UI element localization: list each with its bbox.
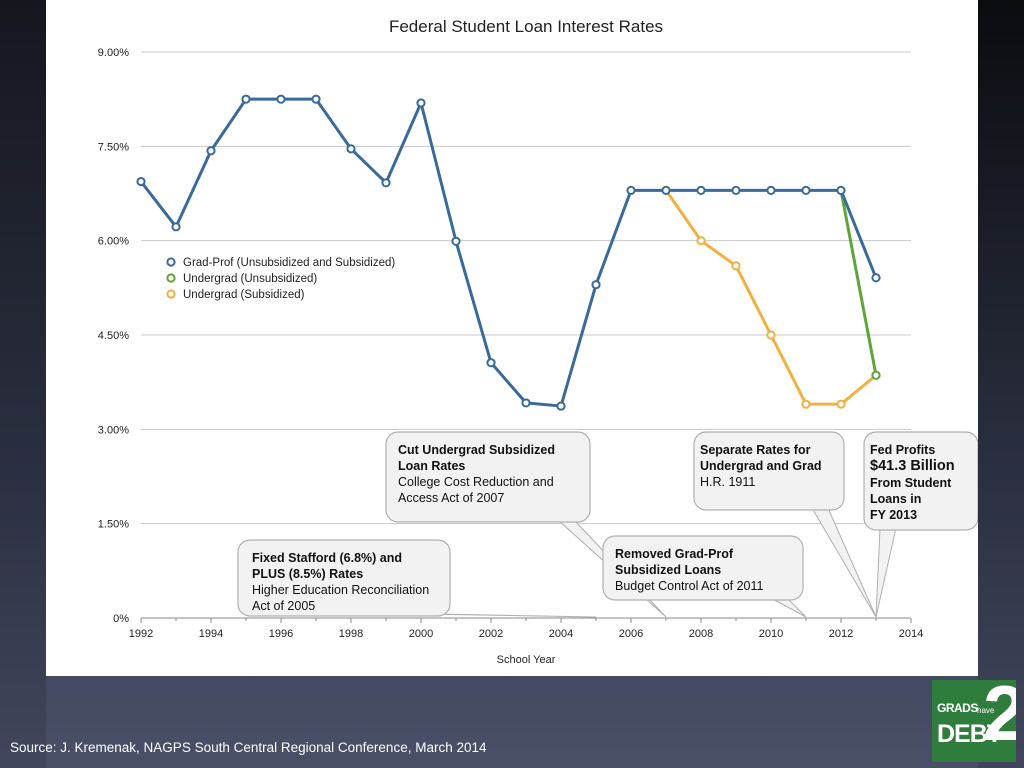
data-point bbox=[486, 358, 496, 368]
callout-text: Removed Grad-Prof bbox=[615, 547, 734, 561]
callout-text: Higher Education Reconciliation bbox=[252, 583, 429, 597]
y-tick-label: 1.50% bbox=[98, 519, 129, 531]
series-line bbox=[839, 190, 878, 376]
logo-debt-text: DEBT bbox=[937, 720, 1002, 748]
callout-box bbox=[863, 431, 978, 531]
source-note: Source: J. Kremenak, NAGPS South Central… bbox=[10, 740, 487, 755]
y-tick-label: 4.50% bbox=[98, 330, 129, 342]
callout-text: From Student bbox=[870, 476, 952, 490]
x-tick-label: 2006 bbox=[619, 628, 643, 640]
data-point bbox=[276, 94, 286, 104]
callout-text: Act of 2005 bbox=[252, 599, 315, 613]
data-point bbox=[241, 94, 251, 104]
series-lines bbox=[136, 94, 881, 411]
y-tick-label: 0% bbox=[113, 613, 129, 625]
data-point bbox=[416, 98, 426, 108]
callout-text: H.R. 1911 bbox=[700, 475, 755, 489]
x-tick-label: 2014 bbox=[899, 628, 923, 640]
legend-marker bbox=[166, 257, 176, 267]
data-point bbox=[591, 280, 601, 290]
data-point bbox=[731, 261, 741, 271]
callout-box bbox=[385, 431, 591, 523]
callout-text: PLUS (8.5%) Rates bbox=[252, 567, 363, 581]
callout-box bbox=[693, 431, 845, 511]
logo-two-text: 2 bbox=[983, 680, 1016, 757]
slide-background-left bbox=[0, 0, 46, 768]
x-tick-label: 1994 bbox=[199, 628, 223, 640]
line-chart: Federal Student Loan Interest Rates 0% 1.… bbox=[98, 17, 978, 666]
data-point bbox=[766, 330, 776, 340]
x-tick-label: 1998 bbox=[339, 628, 363, 640]
callout-text: Budget Control Act of 2011 bbox=[615, 579, 764, 593]
data-point bbox=[136, 176, 146, 187]
callout-text: Fed Profits bbox=[870, 443, 935, 457]
legend-label: Grad-Prof (Unsubsidized and Subsidized) bbox=[183, 257, 395, 269]
callout-text: College Cost Reduction and bbox=[398, 475, 554, 489]
y-tick-label: 6.00% bbox=[98, 236, 129, 248]
slide-background-right bbox=[978, 0, 1024, 768]
legend-marker bbox=[166, 289, 176, 299]
y-tick-label: 3.00% bbox=[98, 424, 129, 436]
x-tick-label: 2000 bbox=[409, 628, 433, 640]
callout-box bbox=[602, 535, 804, 601]
data-point bbox=[171, 222, 181, 232]
data-point bbox=[556, 401, 566, 411]
x-tick-label: 2008 bbox=[689, 628, 713, 640]
callout-text: Subsidized Loans bbox=[615, 563, 721, 577]
y-tick-label: 9.00% bbox=[98, 47, 129, 59]
data-point bbox=[801, 185, 811, 195]
callout-text: FY 2013 bbox=[870, 508, 917, 522]
series-line bbox=[139, 97, 878, 408]
legend-label: Undergrad (Unsubsidized) bbox=[183, 273, 317, 285]
chart-panel: Federal Student Loan Interest Rates 0% 1.… bbox=[46, 0, 978, 676]
callout-text: Separate Rates for bbox=[700, 443, 811, 457]
axes: 0% 1.50% 3.00% 4.50% 6.00% 7.50% 9.00% 1992 1994… bbox=[98, 47, 923, 640]
logo-have-text: have bbox=[977, 706, 995, 715]
x-tick-label: 2012 bbox=[829, 628, 853, 640]
callout-pointer bbox=[875, 527, 897, 618]
x-tick-label: 1996 bbox=[269, 628, 293, 640]
callout-text: Loans in bbox=[870, 492, 921, 506]
callout-text: Access Act of 2007 bbox=[398, 491, 504, 505]
data-point bbox=[381, 178, 391, 188]
data-point bbox=[696, 185, 706, 195]
x-tick-label: 2002 bbox=[479, 628, 503, 640]
callout-pointer bbox=[770, 597, 807, 618]
data-point bbox=[871, 370, 881, 380]
data-point bbox=[521, 398, 531, 408]
callout-text: Undergrad and Grad bbox=[700, 459, 822, 473]
callout-text: Fixed Stafford (6.8%) and bbox=[252, 551, 402, 565]
y-tick-label: 7.50% bbox=[98, 141, 129, 153]
callout-text: Loan Rates bbox=[398, 459, 465, 473]
x-tick-label: 2004 bbox=[549, 628, 573, 640]
x-tick-label: 2010 bbox=[759, 628, 783, 640]
data-point bbox=[801, 399, 811, 409]
data-point bbox=[836, 399, 846, 409]
x-axis-title: School Year bbox=[497, 654, 556, 666]
callout-box bbox=[237, 539, 451, 617]
data-point bbox=[731, 185, 741, 195]
callout-text: $41.3 Billion bbox=[870, 458, 955, 474]
x-tick-label: 1992 bbox=[129, 628, 153, 640]
data-point bbox=[661, 185, 671, 195]
data-point bbox=[206, 146, 216, 156]
data-point bbox=[696, 236, 706, 246]
series-line bbox=[664, 189, 877, 406]
callouts: Fixed Stafford (6.8%) and PLUS (8.5%) Rat… bbox=[237, 431, 978, 618]
data-point bbox=[871, 273, 881, 283]
legend-marker bbox=[166, 273, 176, 283]
legend: Grad-Prof (Unsubsidized and Subsidized) U… bbox=[166, 257, 395, 301]
gridlines bbox=[141, 51, 911, 619]
legend-label: Undergrad (Subsidized) bbox=[183, 289, 305, 301]
data-point bbox=[766, 185, 776, 195]
data-point bbox=[451, 236, 461, 246]
data-point bbox=[346, 144, 356, 154]
data-point bbox=[626, 185, 636, 195]
chart-title: Federal Student Loan Interest Rates bbox=[389, 17, 663, 36]
data-point bbox=[836, 185, 846, 195]
data-point bbox=[311, 94, 321, 104]
grads-have-debt-logo: GRADS have DEBT 2 bbox=[932, 680, 1016, 762]
callout-text: Cut Undergrad Subsidized bbox=[398, 443, 555, 457]
logo-grads-text: GRADS bbox=[937, 701, 978, 715]
